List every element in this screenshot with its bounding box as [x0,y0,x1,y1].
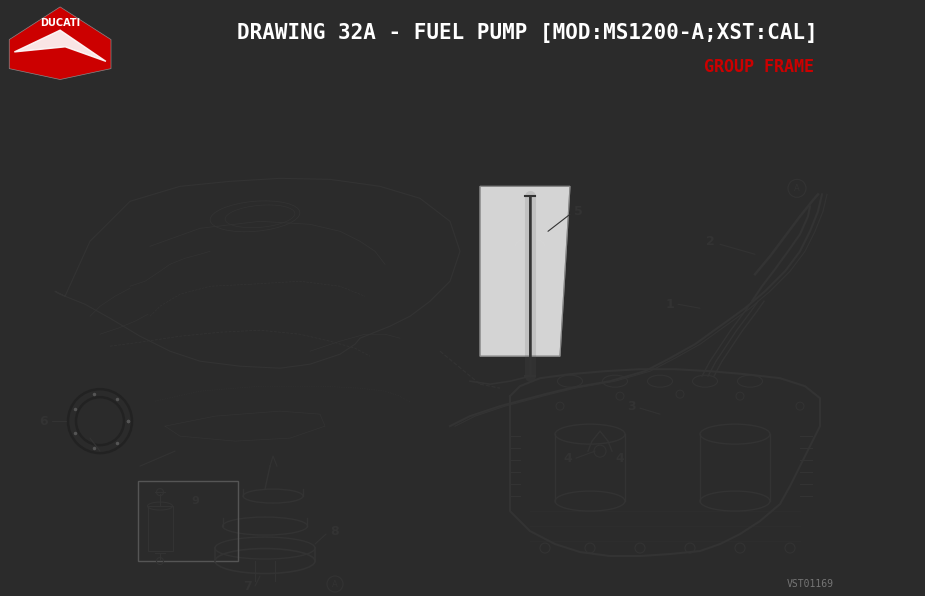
Text: A: A [332,579,338,588]
Text: VST01169: VST01169 [786,579,833,589]
Text: 4: 4 [616,452,624,465]
Polygon shape [480,187,570,356]
Text: 4: 4 [563,452,573,465]
Text: 3: 3 [628,400,636,412]
Text: A: A [795,184,800,193]
Text: 2: 2 [706,235,714,248]
Bar [148,506,173,551]
Text: 1: 1 [666,298,674,311]
Text: 6: 6 [40,415,48,428]
Text: GROUP FRAME: GROUP FRAME [704,58,813,76]
PathPatch shape [9,7,111,79]
Bar [138,481,238,561]
Text: 5: 5 [574,205,583,218]
Text: DUCATI: DUCATI [40,18,80,28]
Polygon shape [15,30,105,61]
Text: 8: 8 [331,524,339,538]
Text: 9: 9 [191,496,199,506]
Text: 7: 7 [243,579,253,592]
Text: DRAWING 32A - FUEL PUMP [MOD:MS1200-A;XST:CAL]: DRAWING 32A - FUEL PUMP [MOD:MS1200-A;XS… [237,23,818,43]
